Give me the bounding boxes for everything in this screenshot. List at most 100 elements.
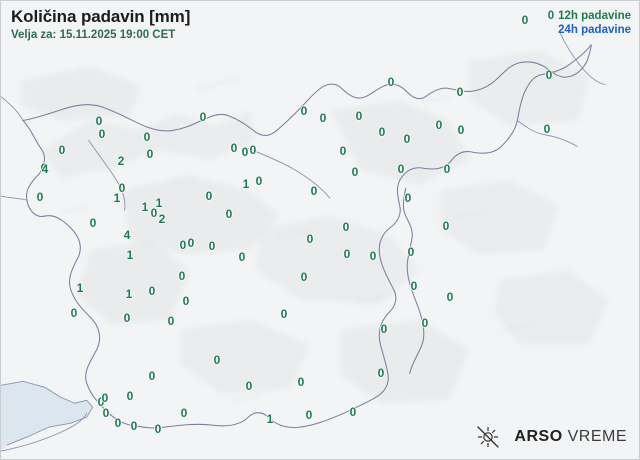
station-value: 0 [397, 162, 405, 176]
northern-border-detail [22, 44, 592, 136]
station-value: 0 [319, 111, 327, 125]
brand-text: ARSO VREME [514, 428, 627, 446]
station-value: 0 [543, 122, 551, 136]
station-value: 0 [310, 184, 318, 198]
station-value: 0 [306, 232, 314, 246]
station-value: 0 [442, 219, 450, 233]
terrain-texture [60, 75, 536, 405]
station-value: 0 [95, 114, 103, 128]
station-value: 0 [342, 220, 350, 234]
station-value: 1 [141, 200, 149, 214]
station-value: 0 [187, 236, 195, 250]
legend-item-24h: 24h padavine [548, 23, 631, 37]
station-value: 0 [180, 406, 188, 420]
river-soca [88, 139, 126, 211]
station-value: 0 [123, 311, 131, 325]
station-value: 2 [158, 212, 166, 226]
station-value: 2 [117, 154, 125, 168]
station-value: 0 [521, 13, 529, 27]
station-value: 0 [443, 162, 451, 176]
legend-label-24h: 24h padavine [558, 24, 631, 36]
station-value: 0 [102, 406, 110, 420]
station-value: 0 [300, 104, 308, 118]
station-value: 0 [339, 144, 347, 158]
slovenia-national-border [22, 44, 592, 429]
northwest-border-detail [1, 96, 24, 121]
station-value: 0 [154, 422, 162, 436]
station-value: 0 [378, 125, 386, 139]
station-value: 1 [155, 196, 163, 210]
station-value: 0 [387, 75, 395, 89]
station-value: 1 [126, 248, 134, 262]
station-value: 0 [130, 419, 138, 433]
station-value: 0 [343, 247, 351, 261]
southwest-border-detail [1, 412, 88, 452]
station-value: 0 [146, 147, 154, 161]
station-value: 0 [126, 389, 134, 403]
station-value: 1 [266, 412, 274, 426]
arso-vreme-brand: ARSO VREME [475, 425, 627, 449]
adriatic-sea [1, 381, 93, 452]
station-value: 0 [89, 216, 97, 230]
station-value: 0 [280, 307, 288, 321]
station-value: 0 [199, 110, 207, 124]
station-value: 0 [208, 239, 216, 253]
station-value: 0 [148, 284, 156, 298]
coastline [1, 380, 94, 446]
station-value: 0 [456, 85, 464, 99]
station-value: 0 [179, 238, 187, 252]
station-value: 0 [255, 174, 263, 188]
station-value: 0 [380, 322, 388, 336]
legend-sample-12h: 0 [547, 10, 555, 22]
southern-border-river [402, 187, 425, 374]
station-value: 0 [58, 143, 66, 157]
station-value: 1 [125, 287, 133, 301]
station-value: 0 [300, 270, 308, 284]
station-value: 0 [205, 189, 213, 203]
station-value: 0 [101, 391, 109, 405]
station-value: 0 [167, 314, 175, 328]
legend: 0 12h padavine 24h padavine [548, 9, 631, 37]
station-value: 0 [545, 68, 553, 82]
station-value: 0 [213, 353, 221, 367]
station-value: 0 [148, 369, 156, 383]
station-value: 0 [305, 408, 313, 422]
station-value: 0 [143, 130, 151, 144]
station-value: 0 [435, 118, 443, 132]
station-value: 0 [249, 143, 257, 157]
station-value: 0 [403, 132, 411, 146]
station-value: 1 [76, 281, 84, 295]
station-value: 0 [114, 416, 122, 430]
station-value: 0 [421, 316, 429, 330]
station-value: 4 [41, 162, 49, 176]
station-value: 0 [355, 109, 363, 123]
station-value: 0 [238, 250, 246, 264]
station-value: 0 [150, 206, 158, 220]
station-value: 0 [410, 279, 418, 293]
station-value: 1 [242, 177, 250, 191]
italy-border-detail [1, 195, 28, 201]
legend-item-12h: 0 12h padavine [548, 9, 631, 23]
station-value: 0 [245, 379, 253, 393]
northeast-border-detail [558, 30, 606, 86]
terrain-relief [20, 50, 610, 405]
station-value: 1 [113, 191, 121, 205]
station-value: 0 [97, 395, 105, 409]
station-value: 0 [241, 145, 249, 159]
river-sava [247, 147, 331, 199]
station-value: 0 [36, 190, 44, 204]
station-value: 0 [369, 249, 377, 263]
station-value: 0 [118, 181, 126, 195]
east-border-detail [516, 120, 578, 147]
station-value: 0 [377, 366, 385, 380]
station-value: 4 [123, 228, 131, 242]
station-value: 0 [404, 191, 412, 205]
station-value: 0 [349, 405, 357, 419]
brand-arso: ARSO [514, 428, 563, 445]
station-value: 0 [178, 269, 186, 283]
station-value: 0 [70, 306, 78, 320]
station-value: 0 [446, 290, 454, 304]
station-value: 0 [230, 141, 238, 155]
